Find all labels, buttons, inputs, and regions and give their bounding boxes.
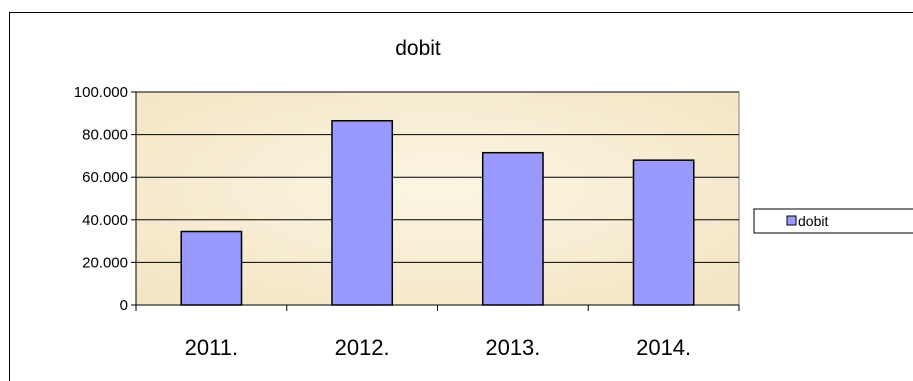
bar-2011	[180, 230, 243, 306]
legend: dobit	[753, 208, 913, 234]
chart-title: dobit	[395, 37, 441, 60]
y-tick-label: 80.000	[82, 127, 128, 144]
y-tick-label: 0	[120, 297, 128, 314]
legend-label: dobit	[798, 213, 828, 229]
y-tick-label: 20.000	[82, 254, 128, 271]
y-tick-label: 40.000	[82, 212, 128, 229]
bar-2013	[481, 151, 544, 306]
x-tick-label: 2014.	[636, 335, 691, 360]
legend-swatch	[786, 215, 797, 226]
legend-box	[753, 208, 913, 234]
x-tick-labels: 2011. 2012. 2013. 2014.	[185, 335, 691, 360]
bars	[180, 120, 695, 306]
bar-2014	[632, 159, 695, 306]
y-tick-label: 60.000	[82, 169, 128, 186]
x-tick-label: 2012.	[335, 335, 390, 360]
y-tick-labels: 0 20.000 40.000 60.000 80.000 100.000	[74, 84, 128, 314]
bar-2012	[331, 120, 394, 306]
axes	[131, 91, 740, 311]
x-tick-label: 2011.	[185, 335, 238, 360]
x-tick-label: 2013.	[485, 335, 540, 360]
y-tick-label: 100.000	[74, 84, 128, 101]
